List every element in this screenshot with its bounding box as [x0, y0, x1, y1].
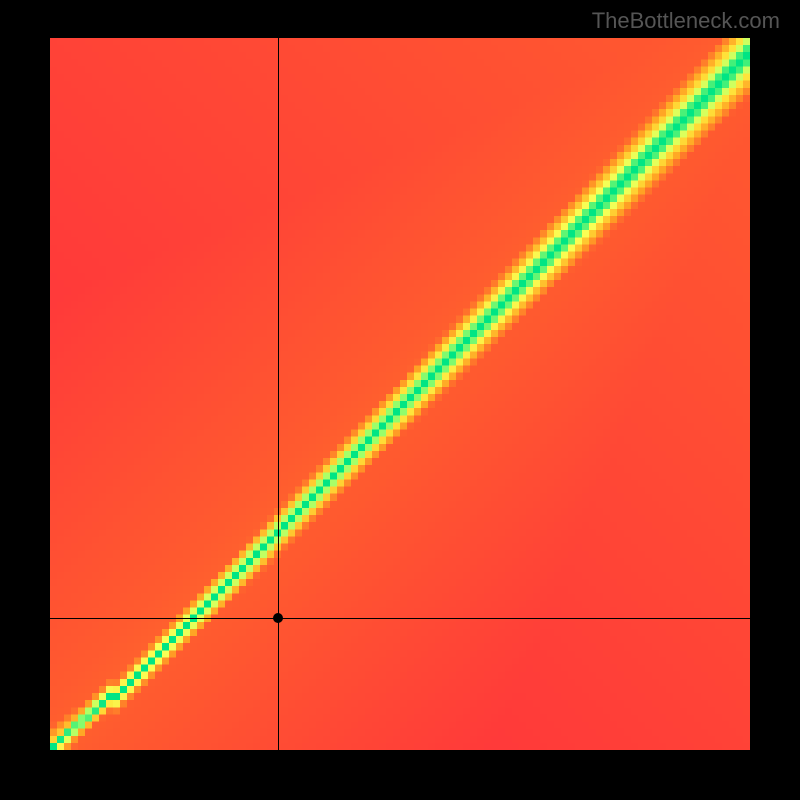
crosshair-marker — [273, 613, 283, 623]
heatmap-plot — [50, 38, 750, 750]
watermark-text: TheBottleneck.com — [592, 8, 780, 34]
crosshair-horizontal — [50, 618, 750, 619]
heatmap-canvas — [50, 38, 750, 750]
crosshair-vertical — [278, 38, 279, 750]
